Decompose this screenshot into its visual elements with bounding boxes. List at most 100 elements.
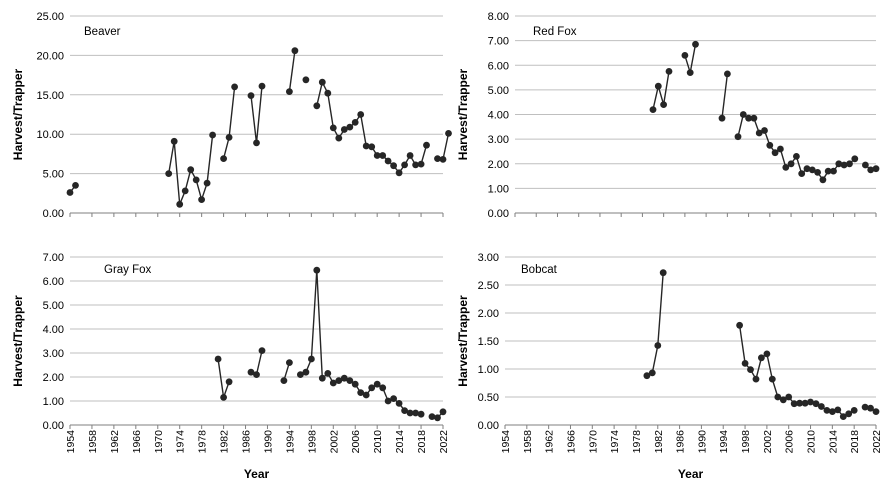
data-point (872, 408, 880, 415)
data-point (401, 161, 408, 169)
data-point (209, 131, 217, 139)
data-point (654, 82, 662, 90)
x-tick-label: 1966 (131, 430, 143, 454)
data-point (318, 78, 326, 86)
data-point (384, 397, 392, 405)
data-point (829, 408, 836, 415)
series-line (721, 73, 729, 119)
data-point (362, 142, 370, 150)
x-tick-label: 2002 (328, 430, 340, 454)
y-tick-label: 2.00 (488, 159, 509, 171)
data-point (253, 371, 260, 378)
y-tick-label: 0.00 (43, 420, 64, 432)
data-point (258, 347, 266, 354)
data-point (777, 145, 784, 153)
data-point (824, 167, 832, 175)
data-point (401, 407, 408, 414)
series-line (217, 358, 230, 398)
data-point (231, 83, 239, 91)
data-point (379, 384, 387, 392)
x-tick-label: 1970 (153, 430, 165, 454)
y-tick-label: 1.00 (478, 364, 499, 376)
x-tick-label: 1990 (262, 430, 274, 454)
data-point (659, 269, 667, 277)
data-point (681, 52, 689, 59)
data-point (417, 160, 425, 168)
data-point (297, 371, 304, 378)
y-tick-label: 0.00 (478, 420, 499, 432)
y-tick-label: 6.00 (43, 276, 64, 288)
data-point (247, 92, 255, 99)
data-point (785, 393, 793, 401)
y-axis-title: Harvest/Trapper (456, 295, 470, 387)
x-tick-label: 2010 (806, 430, 818, 454)
chart-panel-red-fox: 0.00 1.00 2.00 3.00 4.00 5.00 6.00 7.00 8.00 Harv… (456, 11, 880, 220)
data-point (771, 149, 779, 157)
x-tick-label: 2014 (827, 430, 839, 454)
data-point (302, 76, 310, 84)
data-point (406, 409, 414, 417)
data-point (774, 393, 782, 401)
data-point (734, 133, 742, 141)
data-point (220, 155, 228, 163)
data-point (692, 40, 699, 48)
x-tick-label: 1998 (740, 430, 752, 454)
data-point (867, 404, 874, 412)
x-tick-label: 1966 (565, 430, 577, 454)
y-tick-label: 5.00 (43, 169, 64, 181)
data-point (808, 166, 816, 174)
y-tick-label: 5.00 (43, 300, 64, 312)
data-point (176, 200, 184, 208)
x-tick-label: 1978 (197, 430, 209, 454)
data-point (439, 156, 447, 163)
data-point (181, 187, 189, 195)
y-tick-label: 3.00 (488, 134, 509, 146)
data-point (648, 369, 656, 377)
data-point (280, 377, 288, 384)
data-point (861, 403, 869, 411)
data-point (818, 403, 825, 410)
data-point (779, 396, 787, 404)
data-point (763, 350, 771, 358)
data-point (340, 374, 348, 382)
series-line (684, 44, 697, 73)
data-point (318, 374, 326, 382)
series-line (288, 50, 296, 92)
data-point (787, 160, 795, 168)
data-point (379, 152, 387, 159)
data-point (351, 380, 359, 388)
data-point (406, 152, 414, 159)
data-point (739, 111, 747, 118)
data-point (357, 111, 365, 118)
data-point (812, 400, 820, 408)
y-tick-label: 7.00 (488, 36, 509, 48)
data-point (643, 372, 651, 380)
x-tick-label: 2002 (762, 430, 774, 454)
x-tick-label: 2014 (394, 430, 406, 454)
data-point (745, 114, 752, 122)
data-point (782, 164, 790, 171)
y-tick-label: 0.00 (43, 208, 64, 220)
data-point (313, 102, 321, 110)
y-axis-title: Harvest/Trapper (11, 295, 25, 387)
data-point (72, 182, 79, 189)
data-point (445, 130, 452, 137)
data-point (308, 355, 315, 363)
y-tick-label: 5.00 (488, 85, 509, 97)
data-point (258, 82, 266, 90)
data-point (665, 68, 673, 75)
data-point (329, 379, 337, 387)
data-point (373, 152, 381, 159)
series-line (222, 86, 236, 159)
data-point (851, 155, 859, 163)
data-point (225, 378, 233, 386)
data-point (803, 165, 811, 173)
data-point (814, 169, 821, 176)
data-point (373, 380, 381, 388)
y-axis-title: Harvest/Trapper (456, 68, 470, 160)
chart-title: Gray Fox (104, 264, 152, 276)
data-point (170, 137, 178, 145)
data-point (747, 366, 754, 373)
x-tick-label: 1970 (587, 430, 599, 454)
data-point (390, 162, 397, 170)
